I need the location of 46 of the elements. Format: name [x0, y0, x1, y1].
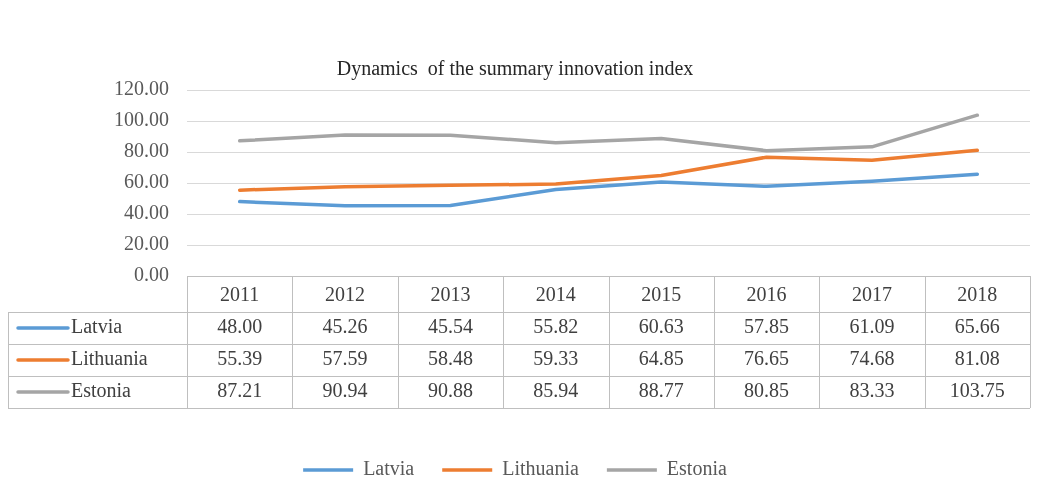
- data-label: 59.33: [533, 347, 579, 370]
- text: Lithuania: [502, 457, 579, 480]
- y-tick-label: 100.00: [114, 108, 169, 131]
- data-label: 87.21: [217, 379, 263, 402]
- x-tick-label: 2016: [746, 283, 787, 306]
- data-label: 57.85: [744, 315, 790, 338]
- data-label: 48.00: [217, 315, 263, 338]
- x-tick-label: 2017: [851, 283, 892, 306]
- legend-label: Estonia: [71, 379, 132, 402]
- y-tick-label: 60.00: [124, 170, 169, 193]
- data-label: 65.66: [954, 315, 1000, 338]
- data-label: 55.82: [533, 315, 579, 338]
- y-tick-label: 40.00: [124, 201, 169, 224]
- legend-label: Latvia: [71, 315, 123, 338]
- data-label: 76.65: [744, 347, 790, 370]
- y-tick-label: 80.00: [124, 139, 169, 162]
- data-label: 64.85: [638, 347, 684, 370]
- x-tick-label: 2011: [220, 283, 260, 306]
- y-tick-label: 120.00: [114, 77, 169, 100]
- data-label: 45.26: [322, 315, 368, 338]
- data-label: 45.54: [427, 315, 473, 338]
- data-label: 85.94: [533, 379, 579, 402]
- data-label: 90.88: [427, 379, 473, 402]
- x-tick-label: 2018: [957, 283, 998, 306]
- x-tick-label: 2012: [325, 283, 366, 306]
- data-label: 60.63: [638, 315, 684, 338]
- data-label: 61.09: [849, 315, 895, 338]
- text: Estonia: [666, 457, 727, 480]
- data-label: 80.85: [744, 379, 790, 402]
- y-tick-label: 20.00: [124, 232, 169, 255]
- data-label: 58.48: [427, 347, 473, 370]
- data-label: 103.75: [949, 379, 1005, 402]
- text: Latvia: [363, 457, 415, 480]
- x-tick-label: 2014: [535, 283, 576, 306]
- data-label: 55.39: [217, 347, 263, 370]
- x-tick-label: 2015: [641, 283, 682, 306]
- data-label: 74.68: [849, 347, 895, 370]
- data-label: 90.94: [322, 379, 368, 402]
- data-label: 88.77: [638, 379, 684, 402]
- y-tick-label: 0.00: [134, 263, 169, 286]
- data-label: 57.59: [322, 347, 368, 370]
- chart-title: Dynamics of the summary innovation index: [336, 57, 694, 81]
- x-tick-label: 2013: [430, 283, 471, 306]
- data-label: 83.33: [849, 379, 895, 402]
- data-label: 81.08: [954, 347, 1000, 370]
- legend-label: Lithuania: [71, 347, 148, 370]
